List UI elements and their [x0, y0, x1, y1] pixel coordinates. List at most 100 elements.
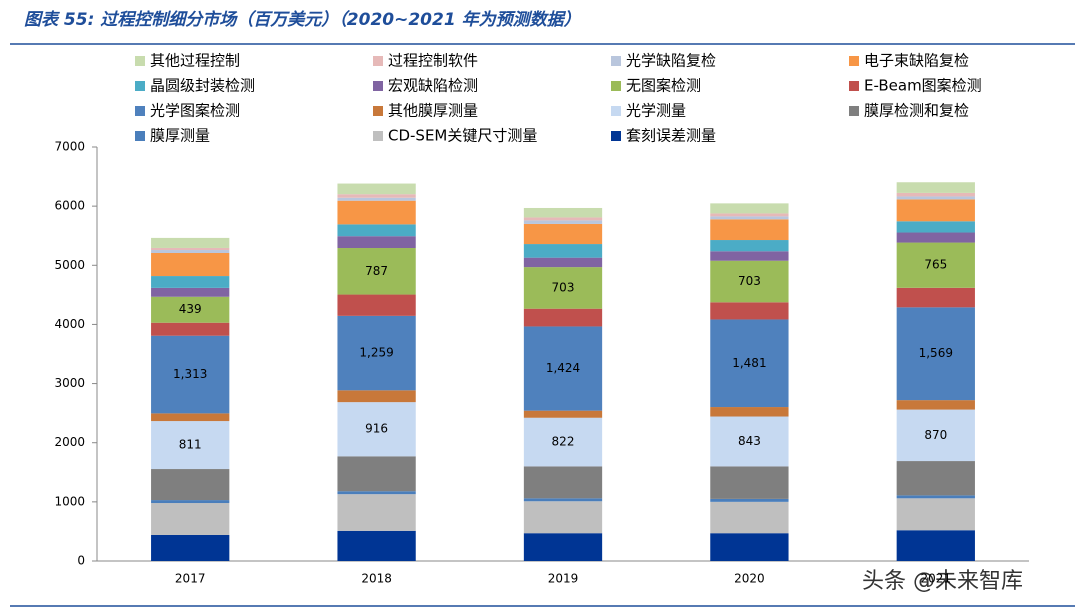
data-label: 916 — [365, 422, 388, 436]
bar-segment — [151, 296, 230, 323]
bar-segment — [151, 503, 230, 535]
bar-segment — [896, 498, 975, 531]
bar-segment — [896, 307, 975, 401]
legend-swatch — [135, 81, 145, 91]
legend-swatch — [373, 106, 383, 116]
legend-label: 光学缺陷复检 — [626, 52, 716, 70]
bar-segment — [896, 232, 975, 243]
data-label: 822 — [552, 435, 575, 449]
chart-title: 图表 55: 过程控制细分市场（百万美元）（2020~2021 年为预测数据） — [24, 10, 581, 30]
data-label: 1,259 — [359, 346, 393, 360]
bar-segment — [523, 223, 603, 245]
bar-segment — [151, 252, 230, 277]
data-label: 703 — [552, 280, 575, 294]
bar-segment — [151, 247, 230, 251]
bar-segment — [337, 530, 416, 561]
bar-segment — [337, 197, 416, 201]
data-label: 439 — [179, 302, 202, 316]
legend-label: 其他过程控制 — [150, 52, 240, 70]
legend-swatch — [135, 56, 145, 66]
x-tick-label: 2018 — [361, 572, 392, 586]
bar-segment — [523, 417, 603, 467]
bar-segment — [710, 501, 789, 534]
data-label: 811 — [179, 438, 202, 452]
bar-segment — [710, 216, 789, 220]
bar-segment — [151, 413, 230, 422]
bar-segment — [710, 466, 789, 499]
x-tick-label: 2017 — [175, 572, 206, 586]
bar-segment — [337, 236, 416, 249]
legend-label: 光学测量 — [626, 102, 686, 120]
bar-segment — [523, 220, 603, 224]
legend-swatch — [373, 81, 383, 91]
bar-segment — [710, 416, 789, 467]
bar-segment — [151, 237, 230, 248]
bar-segment — [896, 400, 975, 410]
legend-swatch — [849, 56, 859, 66]
bar-segment — [710, 533, 789, 561]
bar-segment — [151, 250, 230, 253]
bar-segment — [710, 498, 789, 502]
legend-label: 电子束缺陷复检 — [864, 52, 969, 70]
bar-segment — [523, 217, 603, 221]
y-tick-label: 6000 — [54, 199, 85, 213]
legend-swatch — [135, 131, 145, 141]
bar-segment — [337, 183, 416, 195]
bar-segment — [523, 533, 603, 561]
bar-segment — [896, 221, 975, 233]
legend-label: 其他膜厚测量 — [388, 102, 478, 120]
data-label: 1,313 — [173, 367, 207, 381]
x-tick-label: 2019 — [548, 572, 579, 586]
legend-swatch — [135, 106, 145, 116]
bar-segment — [710, 240, 789, 252]
bar-segment — [151, 335, 230, 414]
bar-segment — [337, 456, 416, 492]
x-tick-label: 2021 — [921, 572, 952, 586]
bar-segment — [151, 421, 230, 470]
y-tick-label: 3000 — [54, 376, 85, 390]
bar-segment — [710, 319, 789, 408]
legend-swatch — [849, 106, 859, 116]
bar-segment — [151, 500, 230, 504]
watermark: 头条 @未来智库 — [862, 569, 1023, 594]
bar-segment — [896, 530, 975, 561]
bar-segment — [337, 224, 416, 237]
data-label: 787 — [365, 264, 388, 278]
bar-segment — [523, 308, 603, 327]
bar-segment — [896, 196, 975, 200]
bar-segment — [337, 491, 416, 495]
bar-segment — [710, 251, 789, 261]
data-label: 1,424 — [546, 361, 580, 375]
bar-segment — [337, 315, 416, 391]
bar-segment — [710, 302, 789, 320]
legend-label: E-Beam图案检测 — [864, 77, 982, 95]
legend-label: 膜厚检测和复检 — [864, 102, 969, 120]
bar-segment — [710, 203, 789, 214]
y-tick-label: 5000 — [54, 258, 85, 272]
bar-segment — [523, 207, 603, 218]
legend-label: 光学图案检测 — [150, 102, 240, 120]
bar-segment — [337, 390, 416, 403]
legend-label: CD-SEM关键尺寸测量 — [388, 127, 537, 145]
data-label: 765 — [924, 258, 947, 272]
bar-segment — [896, 242, 975, 288]
legend-label: 晶圆级封装检测 — [150, 77, 255, 95]
data-label: 870 — [924, 428, 947, 442]
legend-swatch — [373, 56, 383, 66]
bar-segment — [896, 495, 975, 499]
bar-segment — [337, 200, 416, 225]
legend-label: 膜厚测量 — [150, 127, 210, 145]
bar-segment — [337, 248, 416, 295]
y-tick-label: 2000 — [54, 435, 85, 449]
data-label: 1,569 — [919, 346, 953, 360]
legend-label: 过程控制软件 — [388, 52, 478, 70]
bar-segment — [896, 199, 975, 222]
bar-segment — [710, 219, 789, 241]
bar-segment — [710, 407, 789, 417]
legend-swatch — [849, 81, 859, 91]
bar-segment — [523, 466, 603, 499]
y-tick-label: 0 — [77, 554, 85, 568]
legend-swatch — [611, 56, 621, 66]
y-tick-label: 7000 — [54, 140, 85, 154]
